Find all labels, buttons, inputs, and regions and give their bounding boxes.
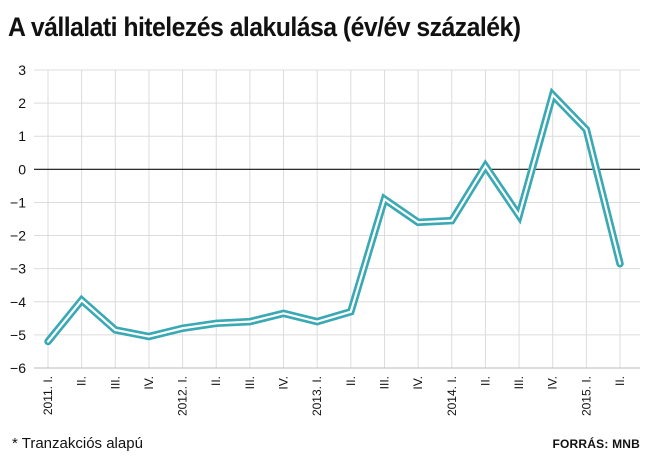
x-tick-label: III.	[243, 376, 257, 389]
x-axis-ticks: 2011. I. II. III. IV. 2012. I. II. III. IV. 2013…	[41, 376, 627, 416]
x-tick-label: IV.	[411, 376, 425, 390]
y-tick-label: 0	[18, 161, 26, 177]
x-tick-label: IV.	[142, 376, 156, 390]
y-tick-label: −6	[10, 360, 26, 376]
x-tick-label: III.	[377, 376, 391, 389]
gridlines	[34, 69, 640, 369]
x-tick-label: II.	[613, 376, 627, 386]
x-tick-label: IV.	[277, 376, 291, 390]
y-tick-label: 3	[18, 62, 26, 78]
series-group	[44, 87, 624, 346]
x-tick-label: IV.	[546, 376, 560, 390]
x-tick-label: II.	[344, 376, 358, 386]
source-label: FORRÁS: MNB	[552, 437, 640, 451]
y-tick-label: −1	[10, 194, 26, 210]
y-tick-label: 2	[18, 95, 26, 111]
footnote: * Tranzakciós alapú	[12, 435, 143, 452]
chart-title: A vállalati hitelezés alakulása (év/év s…	[8, 12, 521, 42]
x-tick-label: III.	[108, 376, 122, 389]
x-tick-label: II.	[478, 376, 492, 386]
x-tick-label: 2011. I.	[41, 376, 55, 415]
series-line-highlight	[46, 92, 622, 343]
x-tick-label: 2013. I.	[310, 376, 324, 416]
x-tick-label: II.	[209, 376, 223, 386]
series-line	[44, 87, 624, 346]
y-tick-label: −3	[10, 261, 26, 277]
x-tick-label: 2012. I.	[176, 376, 190, 416]
y-tick-label: −5	[10, 327, 26, 343]
x-tick-label: II.	[75, 376, 89, 386]
y-tick-label: 1	[18, 128, 26, 144]
y-tick-label: −4	[10, 294, 26, 310]
x-tick-label: 2015. I.	[579, 376, 593, 416]
x-tick-label: 2014. I.	[445, 376, 459, 416]
y-tick-label: −2	[10, 228, 26, 244]
x-tick-label: III.	[512, 376, 526, 389]
y-axis-ticks: 3 2 1 0 −1 −2 −3 −4 −5 −6	[10, 62, 26, 376]
